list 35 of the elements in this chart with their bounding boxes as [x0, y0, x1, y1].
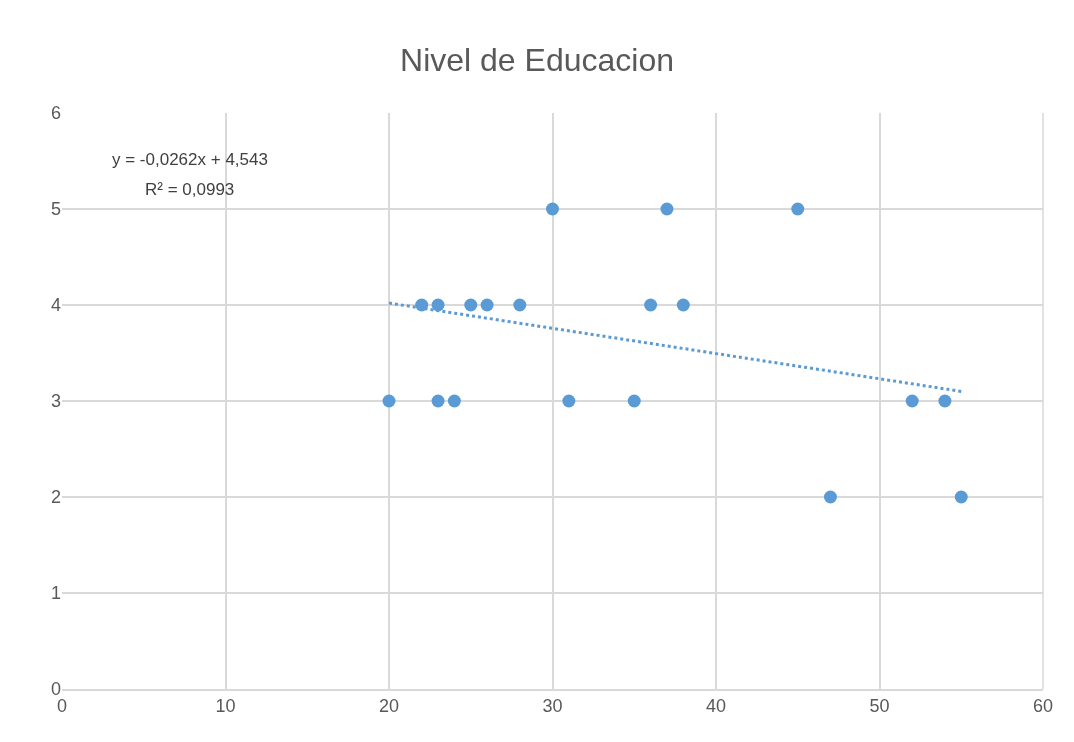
y-tick-label: 0 — [50, 679, 61, 700]
point — [644, 298, 658, 312]
point — [464, 298, 478, 312]
y-tick-label: 2 — [50, 487, 61, 508]
annotation: R² = 0,0993 — [145, 180, 235, 199]
point — [676, 298, 690, 312]
point — [513, 298, 527, 312]
annotation: y = -0,0262x + 4,543 — [112, 150, 268, 169]
point — [562, 394, 576, 408]
point — [627, 394, 641, 408]
point — [415, 298, 429, 312]
point — [905, 394, 919, 408]
y-tick-label: 6 — [50, 103, 61, 124]
point — [660, 202, 674, 216]
point — [447, 394, 461, 408]
x-tick-label: 40 — [705, 696, 727, 717]
y-tick-label: 1 — [50, 583, 61, 604]
point — [791, 202, 805, 216]
x-tick-label: 10 — [215, 696, 236, 717]
y-tick-label: 4 — [50, 295, 61, 316]
point — [382, 394, 396, 408]
point — [823, 490, 837, 504]
point — [431, 394, 445, 408]
x-tick-label: 20 — [378, 696, 400, 717]
point — [546, 202, 559, 216]
y-tick-label: 3 — [50, 391, 61, 412]
x-tick-label: 30 — [542, 696, 563, 717]
x-tick-label: 50 — [869, 696, 890, 717]
point — [938, 394, 952, 408]
x-tick-label: 60 — [1032, 696, 1054, 717]
point — [431, 298, 445, 312]
point — [954, 490, 968, 504]
y-tick-label: 5 — [50, 199, 61, 220]
point — [480, 298, 494, 312]
chart-title: Nivel de Educacion — [400, 41, 674, 78]
